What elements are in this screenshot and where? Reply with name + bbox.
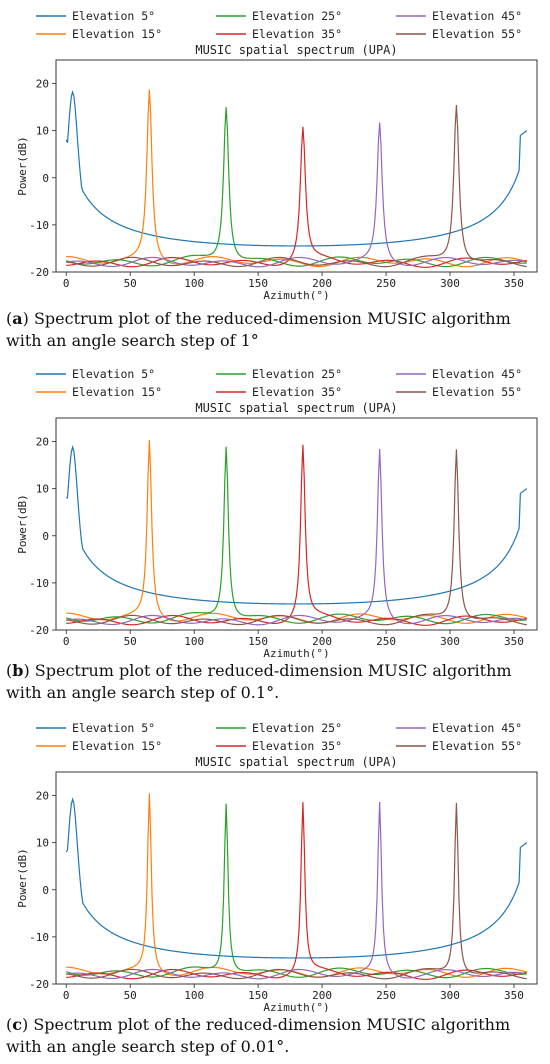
caption-text-c: Spectrum plot of the reduced-dimension M… [6,1015,511,1056]
series-line [66,802,527,980]
caption-label-c: c [12,1015,22,1034]
legend-entry: Elevation 15° [72,739,162,753]
y-axis-label: Power(dB) [16,136,29,196]
series-line [66,446,527,625]
x-tick-label: 250 [376,635,396,648]
y-tick-label: 20 [36,790,49,803]
x-tick-label: 100 [184,635,204,648]
x-tick-label: 0 [63,277,70,290]
series-line [65,797,528,959]
x-axis-label: Azimuth(°) [263,1001,329,1012]
x-tick-label: 150 [248,277,268,290]
figure-panel-b: Elevation 5° Elevation 15° Elevation 25° El… [0,358,550,713]
legend-entry: Elevation 25° [252,721,342,735]
figure-panel-a: Elevation 5° Elevation 15° Elevation 25° El… [0,0,550,355]
series-line [66,89,527,268]
x-tick-label: 250 [376,277,396,290]
x-tick-label: 200 [312,635,332,648]
legend-entry: Elevation 15° [72,27,162,41]
caption-c: (c) Spectrum plot of the reduced-dimensi… [6,1015,511,1056]
legend-entry: Elevation 55° [432,385,522,399]
y-tick-label: -10 [29,219,49,232]
legend-entry: Elevation 45° [432,721,522,735]
y-tick-label: 0 [42,172,49,185]
legend-entry: Elevation 35° [252,385,342,399]
legend-entry: Elevation 25° [252,9,342,23]
chart-a: Elevation 5° Elevation 15° Elevation 25° El… [16,9,538,300]
series-line [66,105,527,268]
legend-entry: Elevation 15° [72,385,162,399]
caption-text-b: Spectrum plot of the reduced-dimension M… [6,661,512,702]
x-tick-label: 300 [440,277,460,290]
legend-entry: Elevation 55° [432,27,522,41]
y-tick-label: 10 [36,483,49,496]
series-line [66,126,527,268]
y-tick-label: 0 [42,884,49,897]
y-axis-label: Power(dB) [16,494,29,554]
y-tick-label: -20 [29,978,49,991]
plot-frame [55,59,538,273]
caption-label-b: b [12,661,24,680]
figure-panel-c: Elevation 5° Elevation 15° Elevation 25° El… [0,712,550,1064]
legend-entry: Elevation 35° [252,27,342,41]
legend-entry: Elevation 55° [432,739,522,753]
y-tick-label: -20 [29,624,49,637]
series-line [66,793,527,978]
legend-entry: Elevation 5° [72,367,155,381]
chart-title: MUSIC spatial spectrum (UPA) [195,755,397,769]
legend-entry: Elevation 5° [72,9,155,23]
y-tick-label: 0 [42,530,49,543]
legend-entry: Elevation 45° [432,9,522,23]
x-tick-label: 200 [312,277,332,290]
series-line [66,449,527,626]
x-axis-label: Azimuth(°) [263,289,329,300]
y-tick-label: 10 [36,125,49,138]
legend-entry: Elevation 25° [252,367,342,381]
x-tick-label: 250 [376,989,396,1002]
y-tick-label: -10 [29,577,49,590]
legend-entry: Elevation 35° [252,739,342,753]
series-line [66,802,527,980]
x-tick-label: 300 [440,635,460,648]
legend-entry: Elevation 5° [72,721,155,735]
x-tick-label: 0 [63,989,70,1002]
x-tick-label: 0 [63,635,70,648]
chart-c: Elevation 5° Elevation 15° Elevation 25° El… [16,721,538,1012]
caption-a: (a) Spectrum plot of the reduced-dimensi… [6,309,511,350]
caption-text-a: Spectrum plot of the reduced-dimension M… [6,309,511,350]
chart-b: Elevation 5° Elevation 15° Elevation 25° El… [16,367,538,658]
x-tick-label: 300 [440,989,460,1002]
y-axis-label: Power(dB) [16,848,29,908]
series-line [66,444,527,626]
chart-title: MUSIC spatial spectrum (UPA) [195,401,397,415]
x-tick-label: 100 [184,277,204,290]
y-tick-label: -20 [29,266,49,279]
plot-frame [55,771,538,985]
series-line [66,803,527,979]
x-tick-label: 100 [184,989,204,1002]
x-axis-label: Azimuth(°) [263,647,329,658]
y-tick-label: 20 [36,436,49,449]
y-tick-label: 10 [36,837,49,850]
x-tick-label: 200 [312,989,332,1002]
x-tick-label: 150 [248,635,268,648]
x-tick-label: 350 [504,989,524,1002]
caption-label-a: a [12,309,23,328]
x-tick-label: 350 [504,277,524,290]
series-line [65,89,528,247]
y-tick-label: -10 [29,931,49,944]
plot-frame [55,417,538,631]
x-tick-label: 50 [124,635,137,648]
x-tick-label: 350 [504,635,524,648]
chart-title: MUSIC spatial spectrum (UPA) [195,43,397,57]
x-tick-label: 150 [248,989,268,1002]
legend-entry: Elevation 45° [432,367,522,381]
caption-b: (b) Spectrum plot of the reduced-dimensi… [6,661,512,702]
x-tick-label: 50 [124,989,137,1002]
x-tick-label: 50 [124,277,137,290]
y-tick-label: 20 [36,78,49,91]
